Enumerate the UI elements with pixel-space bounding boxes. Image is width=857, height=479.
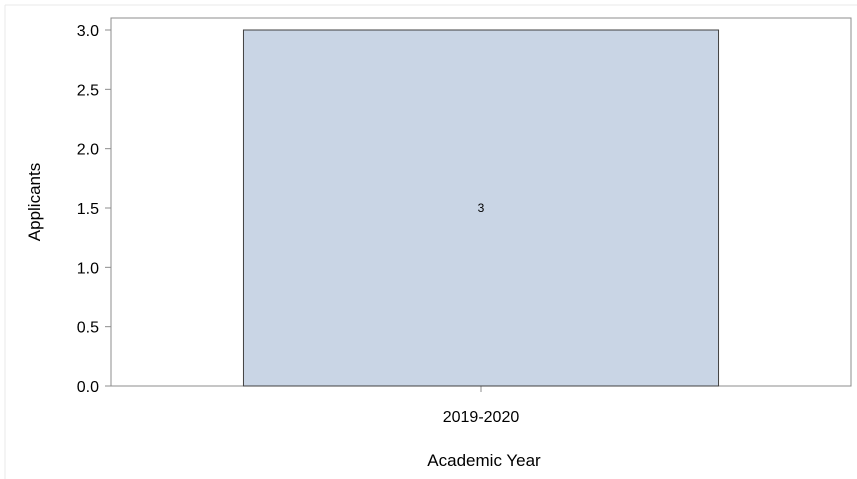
x-axis-title: Academic Year: [427, 451, 541, 470]
y-tick-label: 1.5: [77, 201, 99, 218]
y-tick-label: 2.5: [77, 82, 99, 99]
bars: [242, 29, 720, 387]
y-axis-title: Applicants: [25, 163, 44, 241]
x-tick-label: 2019-2020: [443, 409, 520, 426]
y-tick-label: 0.0: [77, 379, 99, 396]
y-axis: 0.0 0.5 1.0 1.5 2.0 2.5 3.0: [77, 23, 111, 396]
x-axis: 2019-2020: [443, 386, 520, 426]
bar-value-label: 3: [478, 201, 485, 215]
bar: [242, 29, 720, 387]
y-tick-label: 3.0: [77, 23, 99, 40]
y-tick-label: 1.0: [77, 260, 99, 277]
y-tick-label: 2.0: [77, 142, 99, 159]
data-labels: 3: [478, 201, 485, 215]
y-tick-label: 0.5: [77, 320, 99, 337]
